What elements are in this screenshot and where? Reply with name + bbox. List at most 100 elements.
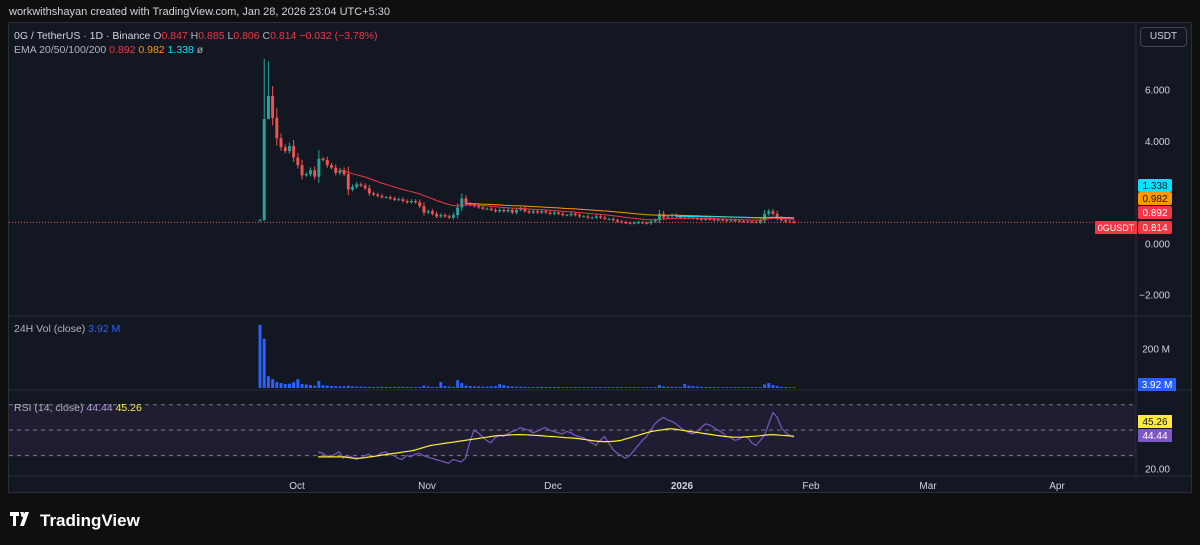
candle-body — [594, 216, 598, 218]
ema100-line — [676, 215, 795, 219]
volume-bar — [615, 387, 619, 388]
candle-body — [742, 221, 746, 223]
candle-body — [536, 211, 539, 213]
volume-bar — [716, 387, 720, 388]
rsi-line — [317, 411, 795, 464]
candle-body — [792, 221, 796, 223]
time-tick-label: Apr — [1049, 481, 1065, 492]
candle-body — [493, 209, 497, 212]
candle-body — [737, 220, 741, 222]
low-label: L — [227, 30, 234, 42]
candle-body — [552, 212, 556, 214]
candle-body — [708, 218, 712, 220]
volume-bar — [493, 386, 497, 388]
candle-body — [573, 213, 577, 216]
candle-body — [615, 220, 619, 222]
candle-body — [750, 221, 754, 223]
tradingview-logo[interactable]: TradingView — [10, 511, 140, 531]
volume-bar — [569, 387, 573, 388]
volume-bar — [414, 387, 418, 388]
close-label: C — [262, 30, 271, 42]
candle-body — [262, 119, 266, 221]
volume-bar — [599, 387, 603, 388]
volume-bar — [359, 386, 363, 388]
candle-body — [569, 213, 573, 216]
candle-body — [662, 213, 666, 218]
volume-bar — [721, 387, 724, 388]
candle-body — [502, 209, 506, 212]
chart-credit: workwithshayan created with TradingView.… — [9, 6, 391, 18]
price-label-box — [1138, 179, 1172, 192]
symbol-name[interactable]: 0G / TetherUS · 1D · Binance — [14, 30, 151, 42]
volume-bar — [683, 384, 687, 388]
candle-body — [561, 213, 565, 216]
candle-body — [317, 158, 321, 177]
candle-body — [607, 218, 611, 220]
candle-body — [510, 209, 514, 213]
candle-body — [300, 165, 304, 176]
volume-bar — [418, 387, 422, 388]
symbol-tag-label: 0GUSDT — [1098, 223, 1135, 233]
volume-bar — [662, 386, 666, 388]
candle-body — [758, 220, 762, 223]
low-value: 0.806 — [233, 30, 260, 42]
candle-body — [351, 186, 354, 190]
volume-bar — [393, 387, 397, 388]
volume-bar — [712, 387, 716, 388]
candle-body — [485, 208, 489, 210]
time-tick-label: Mar — [919, 481, 937, 492]
candle-body — [506, 209, 510, 212]
candle-body — [523, 208, 527, 212]
volume-bar — [435, 387, 439, 388]
currency-button[interactable]: USDT — [1140, 27, 1187, 47]
volume-bar — [283, 384, 287, 388]
price-label-value: 0.982 — [1142, 194, 1167, 205]
volume-bar — [485, 386, 489, 388]
ema-label[interactable]: EMA 20/50/100/200 — [14, 44, 107, 56]
high-value: 0.885 — [198, 30, 225, 42]
candle-body — [481, 207, 485, 209]
ema-legend[interactable]: EMA 20/50/100/200 0.892 0.982 1.338 ø — [14, 44, 203, 56]
volume-label[interactable]: 24H Vol (close) — [14, 323, 86, 335]
volume-legend[interactable]: 24H Vol (close) 3.92 M — [14, 323, 120, 335]
volume-bar — [607, 387, 611, 388]
time-tick-label: 2026 — [671, 481, 694, 492]
rsi-label-value: 44.44 — [1142, 431, 1167, 442]
volume-bar — [266, 376, 270, 388]
candle-body — [679, 216, 682, 218]
candle-body — [292, 145, 296, 158]
volume-bar — [763, 384, 767, 388]
volume-bar — [775, 386, 779, 388]
price-label-value: 1.338 — [1142, 181, 1167, 192]
candle-body — [775, 213, 779, 219]
volume-bar — [464, 385, 468, 388]
volume-bar — [372, 387, 375, 388]
candle-body — [325, 160, 329, 166]
volume-bar — [729, 387, 733, 388]
volume-bar — [456, 380, 460, 388]
candle-body — [330, 165, 333, 168]
ema100-value: 1.338 — [167, 44, 194, 56]
volume-bar — [321, 385, 325, 388]
rsi-legend[interactable]: RSI (14, close) 44.44 45.26 — [14, 402, 142, 414]
candle-body — [443, 215, 447, 217]
volume-bar — [363, 386, 367, 388]
volume-bar — [325, 385, 329, 388]
price-tick-label: −2.000 — [1139, 291, 1170, 302]
volume-tick-label: 200 M — [1142, 345, 1170, 356]
volume-bar — [628, 387, 632, 388]
volume-bar — [561, 387, 565, 388]
volume-bar — [666, 386, 670, 388]
candle-body — [628, 222, 632, 224]
candle-body — [632, 222, 636, 224]
volume-bar — [771, 385, 775, 388]
rsi-label[interactable]: RSI (14, close) — [14, 402, 84, 414]
open-label: O — [153, 30, 162, 42]
candle-body — [388, 197, 392, 199]
volume-bar — [611, 387, 615, 388]
volume-bar — [758, 387, 762, 388]
symbol-legend[interactable]: 0G / TetherUS · 1D · Binance O0.847 H0.8… — [14, 30, 378, 42]
volume-bar — [704, 387, 708, 388]
volume-bar — [557, 387, 561, 388]
